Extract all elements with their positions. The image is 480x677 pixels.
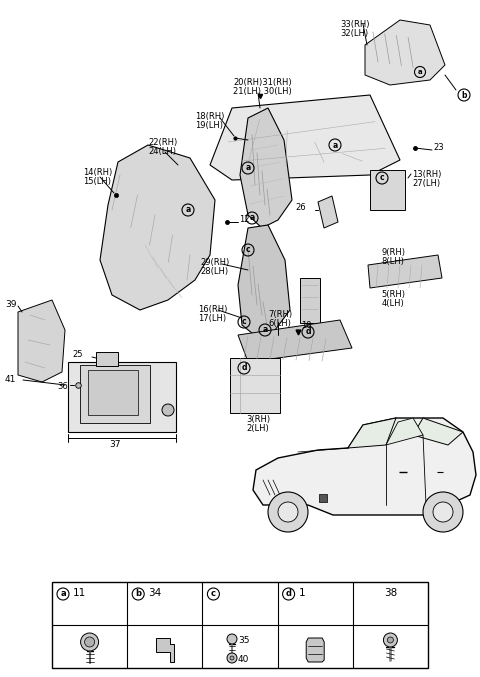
Polygon shape <box>365 20 445 85</box>
Text: 36: 36 <box>57 382 68 391</box>
Text: a: a <box>60 590 66 598</box>
Polygon shape <box>413 418 463 445</box>
Circle shape <box>230 656 234 660</box>
Text: d: d <box>286 590 292 598</box>
Text: 18(RH): 18(RH) <box>195 112 224 121</box>
Text: a: a <box>418 69 422 75</box>
Bar <box>80 365 150 423</box>
Text: 8(LH): 8(LH) <box>382 257 405 266</box>
Text: 33(RH): 33(RH) <box>340 20 370 29</box>
Polygon shape <box>306 638 324 662</box>
Bar <box>88 370 138 415</box>
Text: 14(RH): 14(RH) <box>83 168 112 177</box>
Text: c: c <box>211 590 216 598</box>
Text: 41: 41 <box>5 375 16 384</box>
Text: 34: 34 <box>148 588 161 598</box>
Bar <box>68 362 176 432</box>
Polygon shape <box>210 95 400 180</box>
Polygon shape <box>368 255 442 288</box>
Text: 2(LH): 2(LH) <box>247 424 269 433</box>
Text: 20(RH)31(RH): 20(RH)31(RH) <box>233 78 292 87</box>
Text: b: b <box>135 590 141 598</box>
Circle shape <box>433 502 453 522</box>
Polygon shape <box>253 418 476 515</box>
Text: 40: 40 <box>238 655 250 664</box>
Text: 27(LH): 27(LH) <box>412 179 440 188</box>
Text: c: c <box>380 173 384 183</box>
Text: a: a <box>245 164 251 173</box>
Bar <box>370 170 405 210</box>
Polygon shape <box>238 225 290 338</box>
Text: a: a <box>263 326 268 334</box>
Text: 37: 37 <box>109 440 121 449</box>
Text: 22(RH): 22(RH) <box>148 138 177 147</box>
Text: 5(RH): 5(RH) <box>381 290 405 299</box>
Text: 19(LH): 19(LH) <box>195 121 223 130</box>
Text: 6(LH): 6(LH) <box>268 319 291 328</box>
Text: 9(RH): 9(RH) <box>381 248 405 257</box>
Circle shape <box>84 637 95 647</box>
Circle shape <box>227 653 237 663</box>
Circle shape <box>423 492 463 532</box>
Circle shape <box>268 492 308 532</box>
Text: 12: 12 <box>239 215 250 223</box>
Polygon shape <box>348 418 396 448</box>
Text: 15(LH): 15(LH) <box>83 177 111 186</box>
Text: 26: 26 <box>295 202 306 211</box>
Circle shape <box>278 502 298 522</box>
Text: 16(RH): 16(RH) <box>198 305 228 314</box>
Text: 35: 35 <box>238 636 250 645</box>
Text: 1: 1 <box>299 588 305 598</box>
Polygon shape <box>318 196 338 228</box>
Text: a: a <box>332 141 337 150</box>
Text: 7(RH): 7(RH) <box>268 310 292 319</box>
Circle shape <box>384 633 397 647</box>
Bar <box>96 352 118 366</box>
Text: 11: 11 <box>73 588 86 598</box>
Text: c: c <box>246 246 250 255</box>
Text: a: a <box>250 213 254 223</box>
Text: 13(RH): 13(RH) <box>412 170 442 179</box>
Text: b: b <box>461 91 467 100</box>
Text: 24(LH): 24(LH) <box>148 147 176 156</box>
Text: 39: 39 <box>5 300 16 309</box>
Text: 23: 23 <box>433 142 444 152</box>
Text: 17(LH): 17(LH) <box>198 314 226 323</box>
Text: 32(LH): 32(LH) <box>340 29 368 38</box>
Text: 38: 38 <box>384 588 397 598</box>
Text: 3(RH): 3(RH) <box>246 415 270 424</box>
Text: d: d <box>241 364 247 372</box>
Polygon shape <box>156 638 174 662</box>
Text: 29(RH): 29(RH) <box>200 258 229 267</box>
Polygon shape <box>100 145 215 310</box>
Bar <box>230 358 280 413</box>
Circle shape <box>162 404 174 416</box>
Circle shape <box>81 633 98 651</box>
Polygon shape <box>238 320 352 362</box>
Text: 21(LH) 30(LH): 21(LH) 30(LH) <box>233 87 292 96</box>
Polygon shape <box>240 108 292 228</box>
Circle shape <box>387 637 394 643</box>
Circle shape <box>227 634 237 644</box>
Text: 28(LH): 28(LH) <box>200 267 228 276</box>
Bar <box>52 582 428 668</box>
Text: 10: 10 <box>301 320 312 330</box>
Text: 4(LH): 4(LH) <box>382 299 404 308</box>
Text: c: c <box>242 318 246 326</box>
Text: 25: 25 <box>72 350 83 359</box>
Bar <box>300 278 320 323</box>
Text: a: a <box>185 206 191 215</box>
Polygon shape <box>18 300 65 382</box>
Text: d: d <box>305 328 311 336</box>
Polygon shape <box>386 418 423 445</box>
